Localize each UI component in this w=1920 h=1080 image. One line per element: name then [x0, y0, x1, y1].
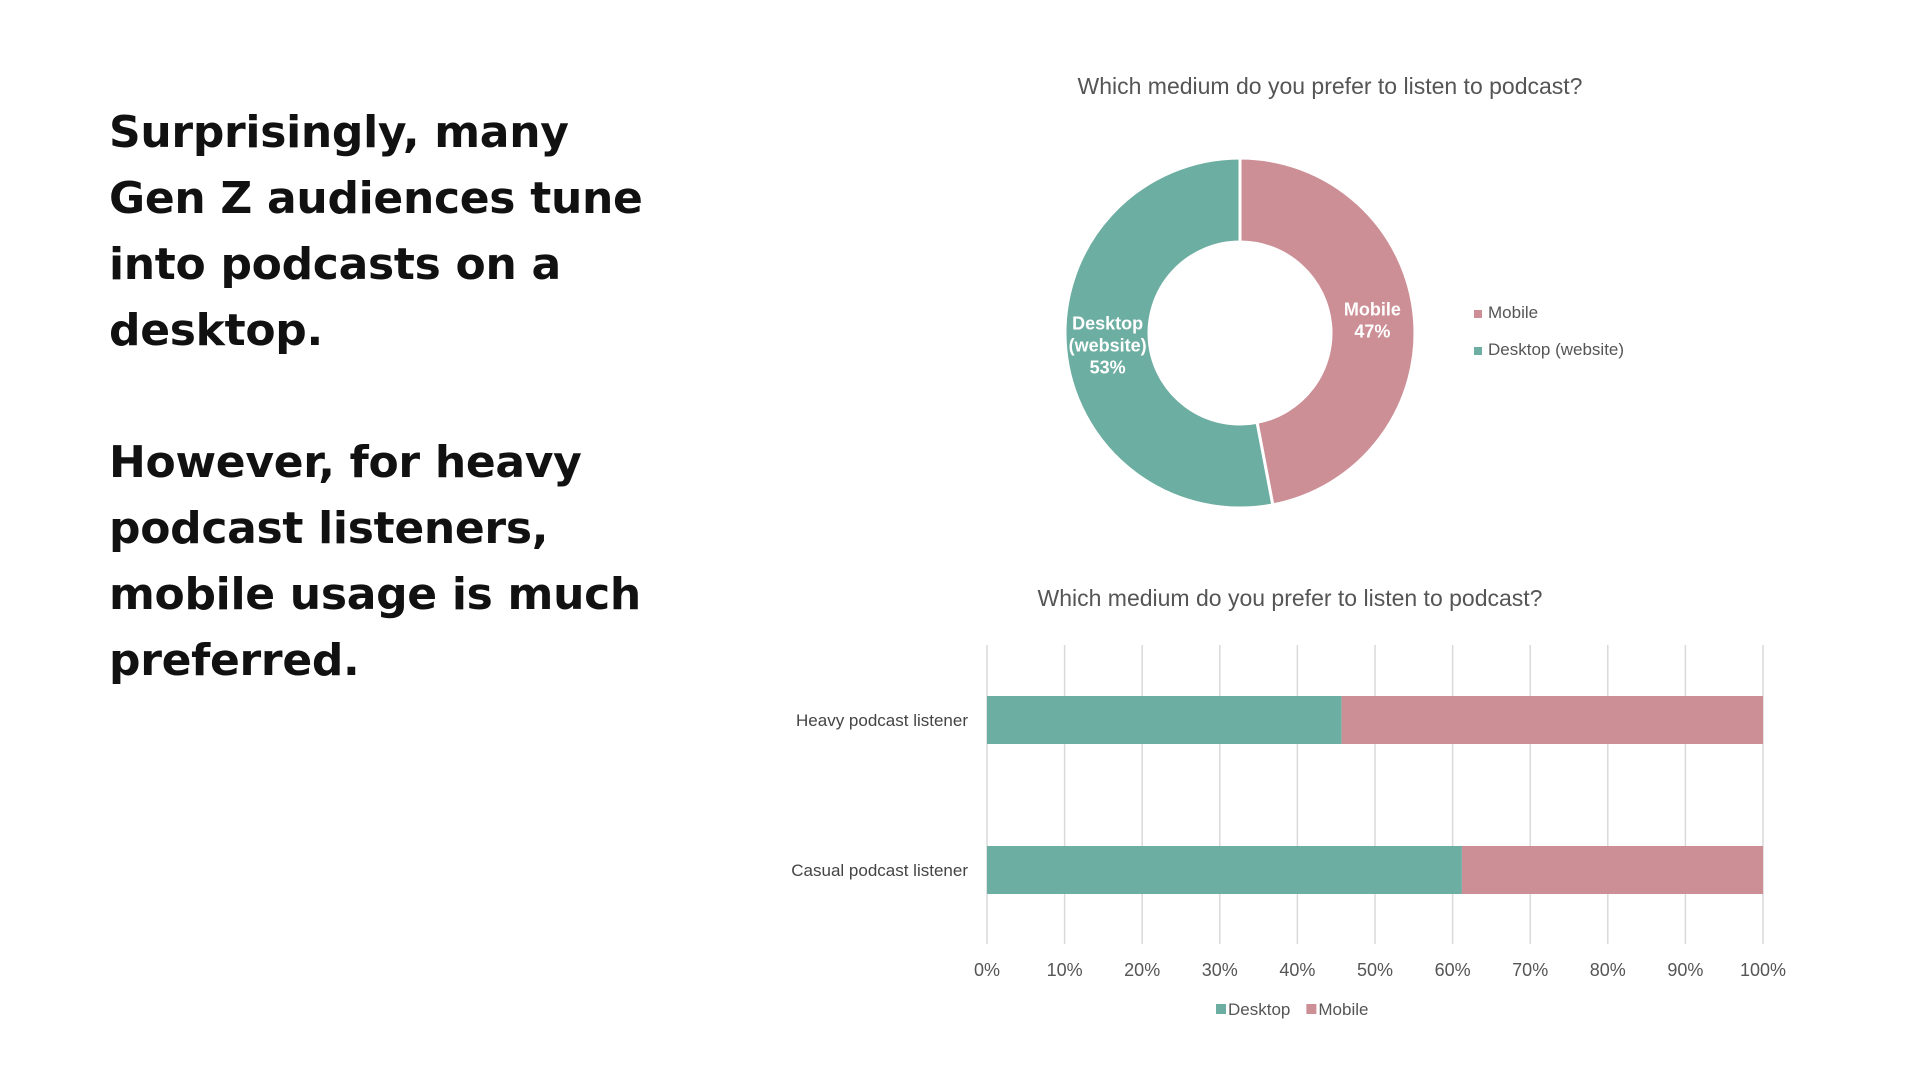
x-tick-label: 20% — [1124, 960, 1160, 980]
donut-slice-label: Mobile — [1344, 299, 1401, 319]
legend-swatch-mobile — [1474, 310, 1482, 318]
x-tick-label: 0% — [974, 960, 1000, 980]
legend-label-mobile: Mobile — [1318, 1000, 1368, 1019]
donut-slice-label: 47% — [1354, 321, 1390, 341]
x-tick-label: 40% — [1279, 960, 1315, 980]
donut-slice-label: 53% — [1090, 358, 1126, 378]
donut-legend: Mobile Desktop (website) — [1474, 303, 1624, 359]
x-tick-label: 70% — [1512, 960, 1548, 980]
x-tick-label: 60% — [1435, 960, 1471, 980]
bar-chart-x-tick-labels: 0% 10% 20% 30% 40% 50% 60% 70% 80% 90% 100% — [974, 960, 1786, 980]
bar-chart-category-labels: Heavy podcast listener Casual podcast lis… — [791, 711, 968, 880]
bar-chart-legend: Desktop Mobile — [1216, 1000, 1368, 1019]
category-label: Heavy podcast listener — [796, 711, 968, 730]
category-label: Casual podcast listener — [791, 861, 968, 880]
narrative-text: Surprisingly, many Gen Z audiences tune … — [109, 100, 669, 760]
bar-chart-gridlines — [986, 645, 1764, 944]
narrative-paragraph-mobile: However, for heavy podcast listeners, mo… — [109, 437, 641, 686]
legend-label-mobile: Mobile — [1488, 303, 1538, 322]
bar-heavy-podcast-listener-mobile — [1341, 696, 1763, 744]
donut-slice-desktop-website — [1063, 156, 1275, 510]
donut-slices — [1063, 156, 1417, 510]
bar-heavy-podcast-listener-desktop — [987, 696, 1342, 744]
legend-swatch-desktop-website — [1474, 347, 1482, 355]
narrative-paragraph-desktop: Surprisingly, many Gen Z audiences tune … — [109, 107, 643, 356]
legend-label-desktop-website: Desktop (website) — [1488, 340, 1624, 359]
donut-slice-label: Desktop — [1072, 314, 1143, 334]
bar-chart-bars — [987, 696, 1763, 894]
x-tick-label: 50% — [1357, 960, 1393, 980]
legend-swatch-mobile — [1306, 1004, 1317, 1014]
bar-casual-podcast-listener-desktop — [987, 846, 1462, 894]
donut-slice-mobile — [1238, 156, 1417, 507]
donut-chart: Which medium do you prefer to listen to … — [1063, 73, 1624, 510]
bar-chart-title: Which medium do you prefer to listen to … — [1038, 585, 1543, 611]
x-tick-label: 30% — [1202, 960, 1238, 980]
x-tick-label: 80% — [1590, 960, 1626, 980]
stacked-bar-chart: Which medium do you prefer to listen to … — [791, 585, 1786, 1019]
legend-swatch-desktop — [1216, 1004, 1226, 1014]
donut-chart-title: Which medium do you prefer to listen to … — [1078, 73, 1583, 99]
x-tick-label: 90% — [1667, 960, 1703, 980]
x-tick-label: 100% — [1740, 960, 1786, 980]
legend-label-desktop: Desktop — [1228, 1000, 1290, 1019]
bar-casual-podcast-listener-mobile — [1461, 846, 1763, 894]
x-tick-label: 10% — [1047, 960, 1083, 980]
donut-slice-label: (website) — [1069, 336, 1147, 356]
